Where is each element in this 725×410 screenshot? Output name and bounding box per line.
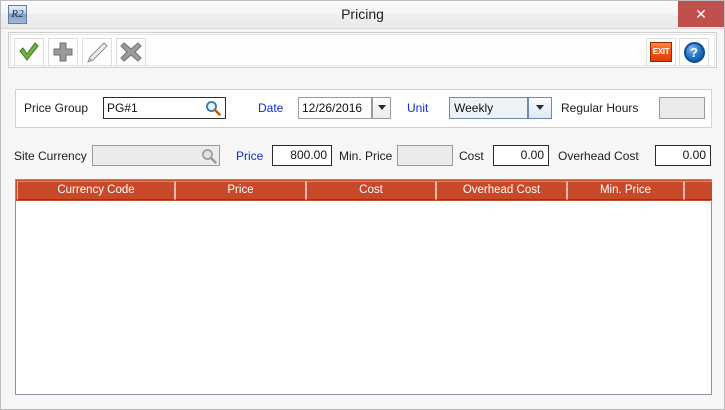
- delete-button[interactable]: [116, 38, 146, 66]
- chevron-down-icon: [536, 105, 544, 110]
- price-group-input[interactable]: PG#1: [103, 97, 226, 119]
- search-icon[interactable]: [205, 100, 221, 116]
- cost-input[interactable]: 0.00: [493, 145, 549, 166]
- title-bar: R2 Pricing ✕: [1, 1, 724, 29]
- app-icon: R2: [8, 5, 27, 24]
- add-button[interactable]: [48, 38, 78, 66]
- site-currency-label: Site Currency: [14, 149, 87, 163]
- toolbar: EXIT ?: [8, 32, 717, 68]
- grid-column-header-currency-code[interactable]: Currency Code: [17, 181, 175, 200]
- search-icon[interactable]: [201, 148, 217, 164]
- exit-icon: EXIT: [650, 42, 672, 62]
- price-input[interactable]: 800.00: [272, 145, 332, 166]
- overhead-cost-input[interactable]: 0.00: [655, 145, 711, 166]
- grid-column-header-cost[interactable]: Cost: [306, 181, 436, 200]
- date-dropdown-button[interactable]: [372, 97, 391, 119]
- date-input[interactable]: 12/26/2016: [298, 97, 372, 119]
- accept-button[interactable]: [14, 38, 44, 66]
- min-price-label: Min. Price: [339, 149, 393, 163]
- pencil-icon: [83, 41, 111, 63]
- grid-header-row: Currency Code Price Cost Overhead Cost M…: [16, 180, 712, 201]
- grid-body[interactable]: [16, 201, 711, 394]
- question-mark-icon: ?: [683, 42, 705, 63]
- cost-label: Cost: [459, 149, 484, 163]
- help-button[interactable]: ?: [679, 38, 709, 66]
- exit-button[interactable]: EXIT: [646, 38, 676, 66]
- chevron-down-icon: [377, 105, 386, 110]
- toolbar-inner: EXIT ?: [10, 34, 715, 66]
- grid-column-header-price[interactable]: Price: [175, 181, 306, 200]
- close-button[interactable]: ✕: [678, 1, 724, 27]
- overhead-cost-label: Overhead Cost: [558, 149, 639, 163]
- green-check-icon: [15, 41, 43, 63]
- unit-dropdown-button[interactable]: [528, 97, 552, 119]
- min-price-input[interactable]: [397, 145, 453, 166]
- price-label: Price: [236, 149, 264, 163]
- pricing-fields-row: Site Currency Price 800.00 Min. Price Co…: [1, 141, 724, 171]
- grid-column-header-filler: [684, 181, 712, 200]
- pricing-grid: Currency Code Price Cost Overhead Cost M…: [15, 179, 712, 395]
- grid-column-header-overhead-cost[interactable]: Overhead Cost: [436, 181, 567, 200]
- site-currency-input[interactable]: [92, 145, 220, 166]
- edit-button[interactable]: [82, 38, 112, 66]
- price-group-label: Price Group: [24, 101, 89, 115]
- unit-select[interactable]: Weekly: [449, 97, 528, 119]
- grid-column-header-min-price[interactable]: Min. Price: [567, 181, 684, 200]
- regular-hours-label: Regular Hours: [561, 101, 639, 115]
- unit-label: Unit: [407, 101, 429, 115]
- plus-icon: [49, 41, 77, 63]
- header-fields-panel: Price Group PG#1 Date 12/26/2016 Unit We…: [15, 89, 712, 128]
- date-label: Date: [258, 101, 284, 115]
- regular-hours-input[interactable]: [659, 97, 705, 119]
- x-cross-icon: [117, 41, 145, 63]
- window-title: Pricing: [341, 6, 384, 22]
